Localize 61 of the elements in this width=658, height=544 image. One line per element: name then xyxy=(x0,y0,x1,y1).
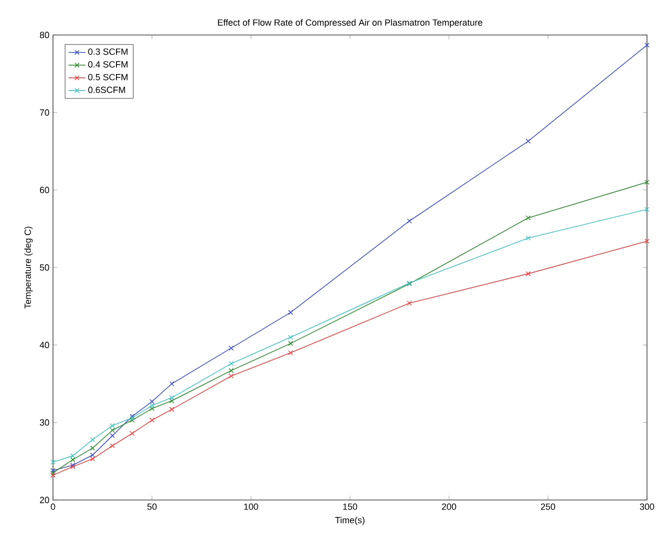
point xyxy=(149,418,155,423)
y-tick-label: 30 xyxy=(40,419,50,426)
point xyxy=(526,271,531,276)
point xyxy=(110,428,115,433)
point xyxy=(644,238,650,244)
point xyxy=(130,418,135,423)
point xyxy=(70,457,76,462)
point xyxy=(406,218,412,224)
point xyxy=(288,334,294,340)
point xyxy=(526,236,531,241)
point xyxy=(288,350,294,356)
point xyxy=(169,381,174,386)
legend-label: 0.3 SCFM xyxy=(88,48,128,55)
x-tick-label: 0 xyxy=(50,504,56,510)
x-tick-label: 150 xyxy=(343,504,358,510)
point xyxy=(149,402,155,408)
y-tick-label: 60 xyxy=(40,186,50,194)
point xyxy=(90,452,96,458)
point xyxy=(50,460,56,465)
point xyxy=(130,430,135,436)
legend-label: 0.4 SCFM xyxy=(88,61,128,68)
point xyxy=(110,433,115,438)
y-tick-label: 70 xyxy=(40,109,50,116)
x-tick-label: 50 xyxy=(147,504,157,510)
point xyxy=(90,456,96,462)
point xyxy=(228,346,234,351)
point xyxy=(644,206,650,212)
y-tick-label: 40 xyxy=(40,342,50,348)
point xyxy=(70,453,76,458)
x-tick-label: 300 xyxy=(640,504,654,510)
point xyxy=(90,437,96,442)
point xyxy=(288,310,294,315)
x-tick-label: 200 xyxy=(442,504,456,510)
x-axis-title: Time(s) xyxy=(335,516,364,526)
point xyxy=(228,368,234,374)
point xyxy=(526,138,531,144)
point xyxy=(228,361,234,366)
legend-label: 0.5 SCFM xyxy=(88,74,128,80)
point xyxy=(644,180,650,185)
point xyxy=(149,399,155,404)
x-tick-label: 100 xyxy=(244,504,258,510)
point xyxy=(50,472,56,478)
point xyxy=(169,398,174,404)
point xyxy=(526,215,531,220)
point xyxy=(169,395,174,400)
x-tick-label: 250 xyxy=(540,504,556,510)
legend-label: 0.6SCFM xyxy=(88,86,126,94)
point xyxy=(228,373,234,378)
point xyxy=(149,406,155,412)
point xyxy=(406,300,412,306)
y-tick-label: 20 xyxy=(40,496,50,504)
point xyxy=(90,446,96,451)
y-tick-label: 50 xyxy=(40,264,50,271)
y-axis-title: Temperature (deg C) xyxy=(24,226,33,309)
point xyxy=(169,406,174,412)
y-tick-label: 80 xyxy=(40,32,50,38)
point xyxy=(288,340,294,346)
point xyxy=(110,423,115,428)
point xyxy=(644,42,650,48)
point xyxy=(110,443,115,448)
chart-title: Effect of Flow Rate of Compressed Air on Plasmatron Temperature xyxy=(218,19,482,28)
